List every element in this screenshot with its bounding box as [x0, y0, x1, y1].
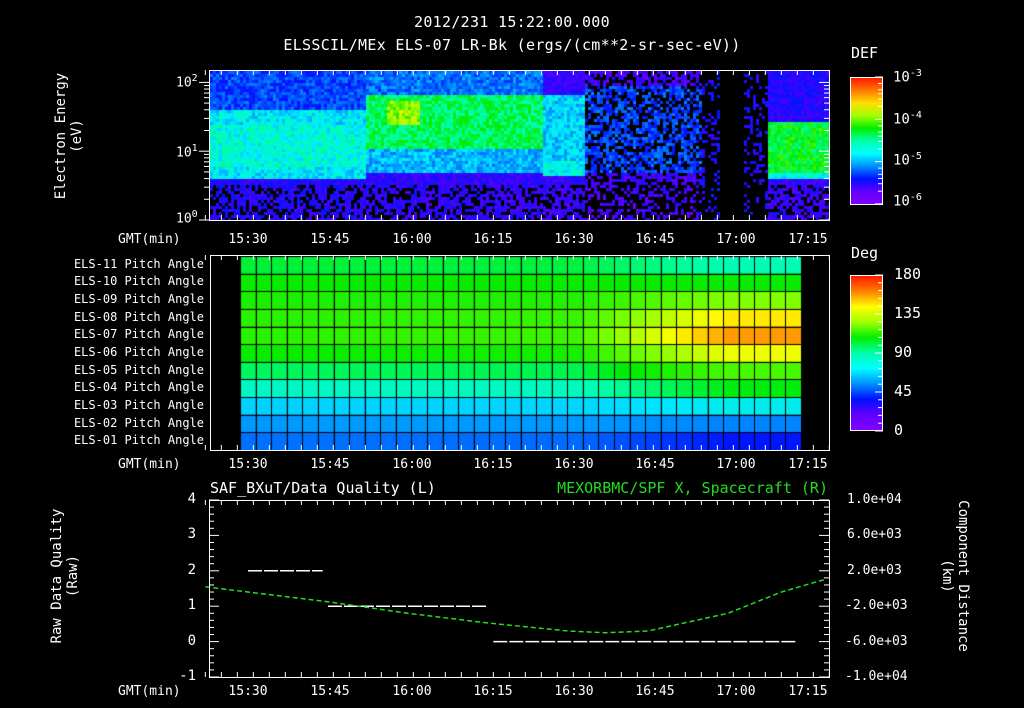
xtick-label: 15:45: [310, 232, 350, 247]
xtick-label: 15:30: [228, 684, 268, 699]
deg-colorbar-title: Deg: [851, 244, 879, 262]
deg-colorbar-tick-0: 0: [894, 421, 904, 439]
pitch-angle-image: [211, 256, 830, 450]
quality-right-ytick: 6.0e+03: [847, 527, 902, 543]
spectrogram-frame: [209, 70, 830, 221]
xtick-label: 15:45: [310, 457, 350, 472]
xtick-label: 16:30: [554, 457, 594, 472]
pitch-angle-row-label: ELS-08 Pitch Angle: [73, 309, 204, 324]
xtick-label: 16:45: [635, 232, 675, 247]
pitch-angle-frame: [210, 255, 830, 451]
spectrogram-image: [210, 71, 829, 220]
quality-left-ytick: 2: [187, 561, 196, 578]
def-colorbar-tick-1e-6: 10-6: [893, 192, 922, 210]
def-colorbar-tick-1e-5: 10-5: [893, 151, 922, 169]
spacecraft-x-line: [205, 578, 825, 634]
plot-subtitle: ELSSCIL/MEx ELS-07 LR-Bk (ergs/(cm**2-sr…: [283, 36, 741, 54]
xtick-label: 17:00: [716, 457, 756, 472]
quality-frame: [209, 500, 830, 678]
quality-title-left: SAF_BXuT/Data Quality (L): [210, 479, 436, 497]
quality-right-ytick: -6.0e+03: [845, 633, 908, 649]
xtick-label: 16:15: [473, 457, 513, 472]
xtick-label: 16:45: [635, 457, 675, 472]
def-colorbar: [850, 77, 883, 205]
deg-colorbar-tick-90: 90: [894, 343, 913, 361]
pitch-angle-xaxis-label: GMT(min): [118, 457, 181, 472]
spectrogram-xaxis-label: GMT(min): [118, 232, 181, 247]
quality-left-ytick: 1: [187, 597, 196, 614]
deg-colorbar-tick-180: 180: [894, 265, 922, 283]
energy-ytick-1: 100: [176, 209, 198, 227]
xtick-label: 16:15: [473, 684, 513, 699]
pitch-angle-row-label: ELS-06 Pitch Angle: [73, 345, 204, 359]
xtick-label: 16:00: [392, 232, 432, 247]
pitch-angle-row-label: ELS-09 Pitch Angle: [73, 292, 204, 307]
pitch-angle-row-label: ELS-10 Pitch Angle: [73, 274, 204, 289]
xtick-label: 15:30: [228, 232, 268, 247]
quality-right-ytick: 1.0e+04: [847, 492, 902, 507]
pitch-angle-row-label: ELS-04 Pitch Angle: [73, 380, 204, 395]
pitch-angle-row-label: ELS-03 Pitch Angle: [73, 397, 204, 412]
xtick-label: 16:00: [392, 684, 432, 699]
xtick-label: 16:00: [392, 457, 432, 472]
xtick-label: 16:30: [554, 684, 594, 699]
xtick-label: 16:45: [635, 684, 675, 699]
pitch-angle-row-label: ELS-11 Pitch Angle: [73, 256, 204, 271]
quality-right-ytick: -1.0e+04: [845, 669, 908, 684]
quality-right-ytick: -2.0e+03: [845, 598, 908, 614]
xtick-label: 15:30: [228, 457, 268, 472]
energy-ytick-100: 102: [176, 73, 198, 91]
plot-datetime: 2012/231 15:22:00.000: [414, 13, 610, 31]
xtick-label: 15:45: [310, 684, 350, 699]
energy-ytick-10: 101: [176, 143, 198, 161]
def-colorbar-tick-1e-4: 10-4: [893, 110, 922, 128]
pitch-angle-row-label: ELS-05 Pitch Angle: [73, 362, 204, 377]
xtick-label: 17:00: [716, 684, 756, 699]
pitch-angle-row-label: ELS-02 Pitch Angle: [73, 415, 204, 430]
deg-colorbar-tick-45: 45: [894, 382, 913, 400]
def-colorbar-title: DEF: [851, 44, 879, 62]
deg-colorbar-tick-135: 135: [894, 304, 922, 322]
quality-left-ytick: 4: [187, 491, 196, 507]
xtick-label: 17:15: [788, 684, 828, 699]
xtick-label: 17:15: [788, 232, 828, 247]
quality-left-ytick: -1: [179, 668, 196, 684]
xtick-label: 16:15: [473, 232, 513, 247]
pitch-angle-row-label: ELS-07 Pitch Angle: [73, 327, 204, 342]
quality-title-right: MEXORBMC/SPF X, Spacecraft (R): [557, 479, 828, 497]
quality-left-ytick: 3: [187, 526, 196, 543]
pitch-angle-row-label: ELS-01 Pitch Angle: [73, 433, 204, 448]
xtick-label: 16:30: [554, 232, 594, 247]
xtick-label: 17:15: [788, 457, 828, 472]
quality-left-ytick: 0: [187, 632, 196, 649]
xtick-label: 17:00: [716, 232, 756, 247]
quality-right-ytick: 2.0e+03: [847, 562, 902, 578]
def-colorbar-tick-1e-3: 10-3: [893, 68, 922, 86]
quality-xaxis-label: GMT(min): [118, 684, 181, 699]
